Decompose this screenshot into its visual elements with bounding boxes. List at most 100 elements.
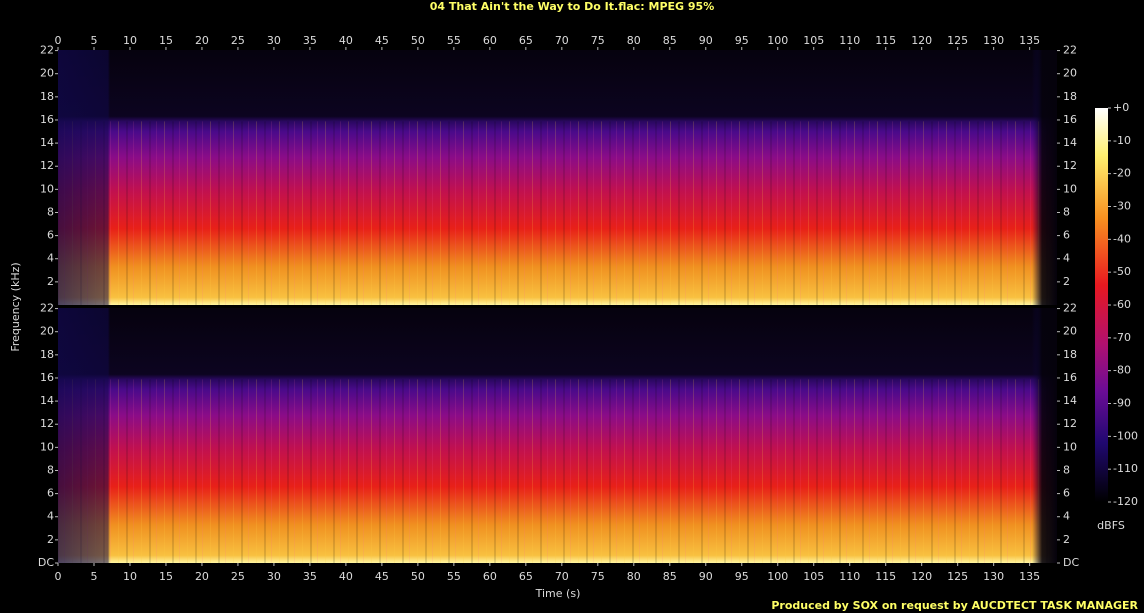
y-tick-label-right: 20 <box>1063 67 1077 80</box>
colorbar-label: dBFS <box>1097 519 1125 532</box>
y-tick-label: 12 <box>40 159 54 172</box>
x-tick-label: 25 <box>231 570 245 583</box>
y-tick-label-right: 18 <box>1063 348 1077 361</box>
x-tick-label: 115 <box>875 570 896 583</box>
x-tick-label: 110 <box>839 570 860 583</box>
y-tick-label-right: 10 <box>1063 182 1077 195</box>
x-tick-label-top: 135 <box>1019 34 1040 47</box>
y-tick-label-right: 6 <box>1063 487 1070 500</box>
colorbar-tick-label: -120 <box>1113 495 1138 508</box>
x-tick-label-top: 0 <box>55 34 62 47</box>
colorbar-tick-label: -30 <box>1113 200 1131 213</box>
y-tick-label-right: 22 <box>1063 44 1077 57</box>
x-tick-label-top: 120 <box>911 34 932 47</box>
colorbar-tick-label: -60 <box>1113 298 1131 311</box>
x-tick-label-top: 100 <box>767 34 788 47</box>
colorbar-tick-label: -50 <box>1113 265 1131 278</box>
colorbar-tick-label: -20 <box>1113 167 1131 180</box>
chart-title: 04 That Ain't the Way to Do It.flac: MPE… <box>430 0 715 13</box>
colorbar-tick-label: -90 <box>1113 397 1131 410</box>
x-tick-label-top: 10 <box>123 34 137 47</box>
x-tick-label: 30 <box>267 570 281 583</box>
x-tick-label: 65 <box>519 570 533 583</box>
colorbar-tick-label: -110 <box>1113 462 1138 475</box>
y-tick-label: 6 <box>47 229 54 242</box>
y-tick-label: 2 <box>47 533 54 546</box>
colorbar-tick-label: -70 <box>1113 331 1131 344</box>
x-tick-label: 70 <box>555 570 569 583</box>
y-tick-label-right: 4 <box>1063 510 1070 523</box>
y-tick-label: 18 <box>40 90 54 103</box>
colorbar-tick-label: +0 <box>1113 101 1129 114</box>
y-tick-label: 10 <box>40 182 54 195</box>
x-tick-label: 45 <box>375 570 389 583</box>
x-tick-label: 105 <box>803 570 824 583</box>
x-tick-label-top: 5 <box>90 34 97 47</box>
y-tick-label: 18 <box>40 348 54 361</box>
y-tick-label: 10 <box>40 440 54 453</box>
spectrogram-edges <box>58 308 1057 563</box>
x-tick-label-top: 125 <box>947 34 968 47</box>
y-tick-label: 16 <box>40 371 54 384</box>
y-tick-label-right: 14 <box>1063 394 1077 407</box>
colorbar-tick-label: -80 <box>1113 364 1131 377</box>
x-tick-label: 90 <box>699 570 713 583</box>
y-tick-label: 22 <box>40 302 54 315</box>
y-tick-label-right: 20 <box>1063 325 1077 338</box>
y-tick-label: 14 <box>40 136 54 149</box>
x-tick-label-top: 35 <box>303 34 317 47</box>
y-tick-label: 8 <box>47 205 54 218</box>
y-tick-label: 14 <box>40 394 54 407</box>
x-tick-label: 5 <box>90 570 97 583</box>
y-tick-label: 20 <box>40 67 54 80</box>
x-tick-label: 40 <box>339 570 353 583</box>
x-tick-label-top: 95 <box>735 34 749 47</box>
y-tick-label-right: 18 <box>1063 90 1077 103</box>
x-tick-label: 60 <box>483 570 497 583</box>
y-tick-label-right: 4 <box>1063 252 1070 265</box>
y-tick-label: 6 <box>47 487 54 500</box>
x-tick-label-top: 75 <box>591 34 605 47</box>
x-tick-label: 125 <box>947 570 968 583</box>
x-tick-label: 135 <box>1019 570 1040 583</box>
x-tick-label-top: 65 <box>519 34 533 47</box>
x-tick-label: 120 <box>911 570 932 583</box>
x-tick-label: 55 <box>447 570 461 583</box>
y-tick-label-right: 14 <box>1063 136 1077 149</box>
y-tick-label-right: 2 <box>1063 533 1070 546</box>
colorbar-tick-label: -10 <box>1113 134 1131 147</box>
x-tick-label-top: 110 <box>839 34 860 47</box>
x-tick-label-top: 40 <box>339 34 353 47</box>
x-tick-label: 100 <box>767 570 788 583</box>
x-tick-label-top: 70 <box>555 34 569 47</box>
y-tick-label: 16 <box>40 113 54 126</box>
y-tick-label-right: 8 <box>1063 205 1070 218</box>
x-tick-label-top: 90 <box>699 34 713 47</box>
y-tick-label: 12 <box>40 417 54 430</box>
x-tick-label-top: 45 <box>375 34 389 47</box>
y-tick-label-right: 6 <box>1063 229 1070 242</box>
y-tick-label-right: DC <box>1063 556 1079 569</box>
spectrogram-edges <box>58 50 1057 305</box>
x-tick-label-top: 20 <box>195 34 209 47</box>
x-tick-label-top: 15 <box>159 34 173 47</box>
y-tick-label: 4 <box>47 252 54 265</box>
x-tick-label: 130 <box>983 570 1004 583</box>
x-tick-label: 85 <box>663 570 677 583</box>
x-tick-label: 20 <box>195 570 209 583</box>
y-tick-label: 4 <box>47 510 54 523</box>
x-tick-label-top: 30 <box>267 34 281 47</box>
y-axis-label: Frequency (kHz) <box>9 262 22 351</box>
x-tick-label-top: 80 <box>627 34 641 47</box>
x-tick-label-top: 105 <box>803 34 824 47</box>
x-tick-label-top: 50 <box>411 34 425 47</box>
footer: Produced by SOX on request by AUCDTECT T… <box>771 599 1138 612</box>
x-tick-label-top: 115 <box>875 34 896 47</box>
x-tick-label: 35 <box>303 570 317 583</box>
colorbar-tick-label: -40 <box>1113 232 1131 245</box>
y-tick-label: DC <box>38 556 54 569</box>
colorbar <box>1095 108 1108 502</box>
x-tick-label-top: 130 <box>983 34 1004 47</box>
x-tick-label: 15 <box>159 570 173 583</box>
